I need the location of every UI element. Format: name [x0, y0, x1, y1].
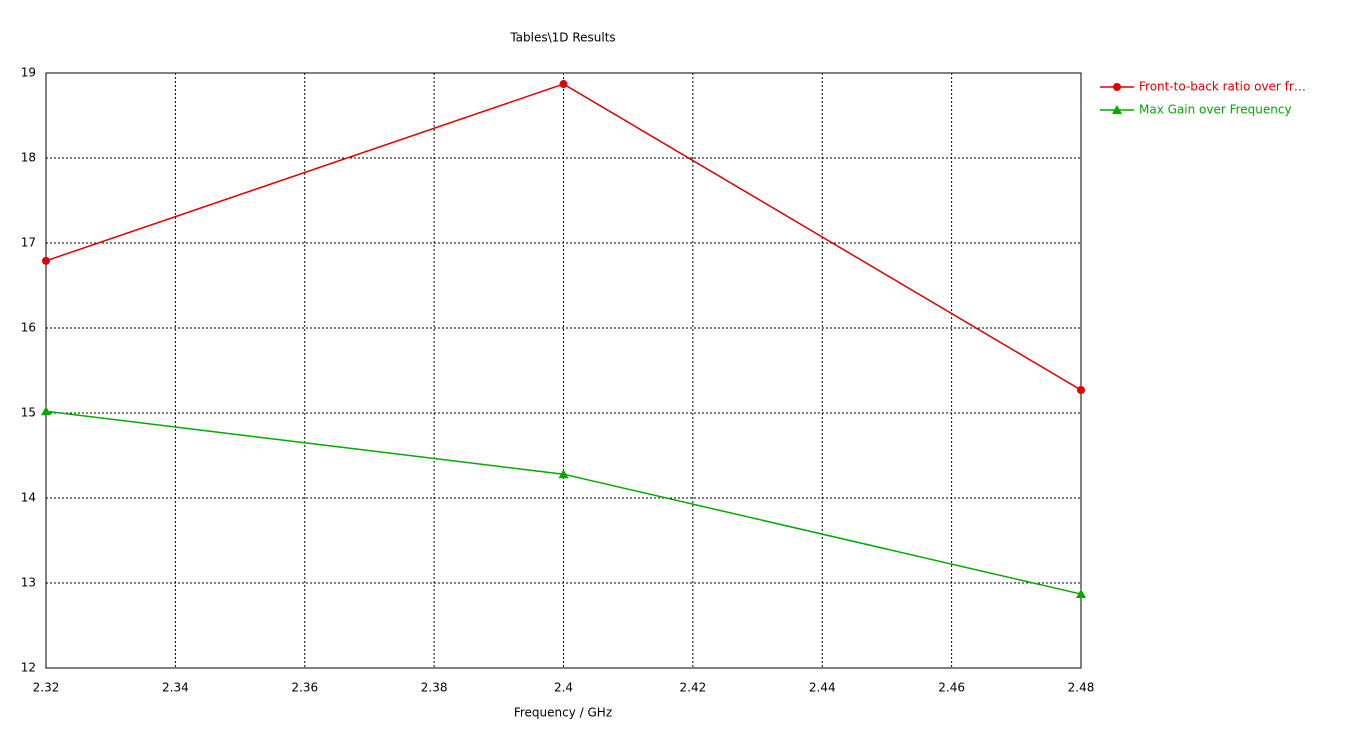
- plot-frame: [45, 72, 1082, 669]
- marker: [559, 80, 568, 89]
- x-tick-label: 2.42: [680, 681, 707, 695]
- x-axis-label: Frequency / GHz: [514, 706, 612, 720]
- y-tick-label: 14: [21, 491, 36, 505]
- x-tick-label: 2.44: [809, 681, 836, 695]
- x-tick-label: 2.46: [938, 681, 965, 695]
- legend-label: Front-to-back ratio over fr…: [1139, 80, 1306, 94]
- marker: [1077, 386, 1085, 395]
- x-tick-label: 2.32: [33, 681, 60, 695]
- marker: [1076, 589, 1086, 599]
- x-tick-label: 2.36: [291, 681, 318, 695]
- marker: [42, 256, 50, 265]
- y-tick-label: 18: [21, 151, 36, 165]
- x-tick-label: 2.34: [162, 681, 189, 695]
- y-tick-label: 19: [21, 66, 36, 80]
- x-tick-label: 2.4: [554, 681, 573, 695]
- y-tick-label: 13: [21, 576, 36, 590]
- chart-title: Tables\1D Results: [509, 31, 615, 45]
- legend-label: Max Gain over Frequency: [1139, 103, 1292, 117]
- y-tick-label: 12: [21, 661, 36, 675]
- x-tick-label: 2.38: [421, 681, 448, 695]
- y-tick-label: 15: [21, 406, 36, 420]
- y-tick-label: 16: [21, 321, 36, 335]
- marker: [558, 469, 569, 479]
- legend-marker: [1113, 83, 1121, 91]
- marker: [41, 406, 51, 416]
- legend-marker: [1112, 105, 1122, 114]
- x-tick-label: 2.48: [1068, 681, 1095, 695]
- y-tick-label: 17: [21, 236, 36, 250]
